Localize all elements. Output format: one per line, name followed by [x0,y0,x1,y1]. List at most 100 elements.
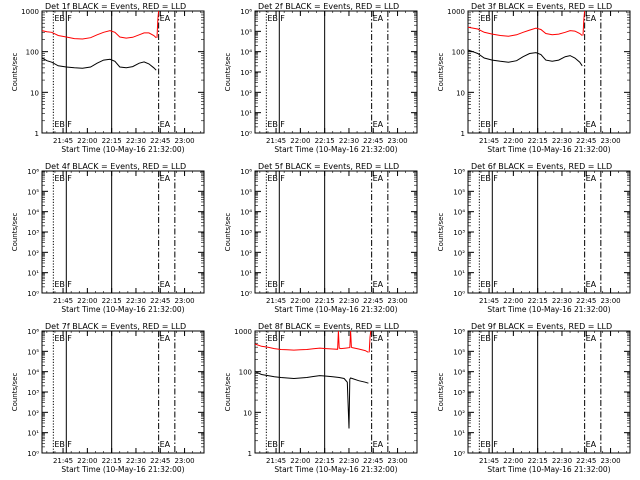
marker-label-bottom: F [493,280,498,289]
y-tick-label: 10⁴ [240,209,252,217]
series-line-black [467,49,583,67]
y-axis-label: Counts/sec [224,53,232,92]
marker-label-bottom: EB [54,280,65,289]
marker-label-bottom: EB [267,120,278,129]
x-tick-label: 22:45 [150,457,170,465]
marker-label-top: EA [160,334,171,343]
marker-label-top: EB [267,334,278,343]
y-tick-label: 10⁰ [240,130,252,138]
y-tick-label: 10¹ [453,270,465,278]
panel-title: Det 1f BLACK = Events, RED = LLD [45,2,186,11]
x-tick-label: 22:15 [102,297,122,305]
x-tick-label: 22:30 [552,297,572,305]
y-tick-label: 10⁵ [453,348,465,356]
x-tick-label: 22:00 [77,457,97,465]
panel-title: Det 5f BLACK = Events, RED = LLD [258,162,399,171]
y-tick-label: 1000 [447,8,465,16]
x-tick-label: 22:30 [126,297,146,305]
y-tick-label: 10⁰ [453,450,465,458]
marker-label-top: EB [54,174,65,183]
x-axis-label: Start Time (10-May-16 21:32:00) [274,145,397,154]
x-tick-label: 21:45 [53,137,73,145]
marker-label-bottom: EB [267,440,278,449]
panel-title: Det 4f BLACK = Events, RED = LLD [45,162,186,171]
x-axis-label: Start Time (10-May-16 21:32:00) [61,465,184,474]
panel-7: Det 7f BLACK = Events, RED = LLD 10⁰ 10¹ 10… [11,322,205,474]
x-tick-label: 22:30 [339,137,359,145]
y-tick-label: 10⁵ [453,188,465,196]
y-tick-label: 10³ [240,69,252,77]
series-line-black [41,57,157,71]
x-tick-label: 21:45 [479,457,499,465]
x-tick-label: 22:15 [102,457,122,465]
x-tick-label: 22:00 [77,297,97,305]
x-tick-label: 22:30 [126,137,146,145]
x-tick-label: 23:00 [174,137,194,145]
panel-6: Det 6f BLACK = Events, RED = LLD 10⁰ 10¹ 10… [437,162,631,314]
x-axis-label: Start Time (10-May-16 21:32:00) [61,145,184,154]
panel-3: Det 3f BLACK = Events, RED = LLD 1 10 100 10… [437,2,631,154]
marker-label-bottom: EB [480,120,491,129]
x-axis-label: Start Time (10-May-16 21:32:00) [274,305,397,314]
y-tick-label: 10² [453,249,465,257]
marker-label-bottom: EA [373,280,384,289]
y-tick-label: 100 [26,49,39,57]
marker-label-top: F [493,334,498,343]
marker-label-bottom: F [67,120,72,129]
marker-label-top: F [67,334,72,343]
marker-label-bottom: EB [54,120,65,129]
y-tick-label: 10⁰ [27,290,39,298]
marker-label-top: EA [373,334,384,343]
x-tick-label: 23:00 [600,297,620,305]
y-tick-label: 10¹ [27,430,39,438]
panel-title: Det 3f BLACK = Events, RED = LLD [471,2,612,11]
y-tick-label: 10¹ [240,110,252,118]
marker-label-bottom: EA [586,120,597,129]
y-axis-label: Counts/sec [437,213,445,252]
marker-label-top: F [67,14,72,23]
plot-frame [41,10,205,134]
marker-label-top: EB [54,14,65,23]
x-tick-label: 23:00 [600,457,620,465]
y-tick-label: 10¹ [453,430,465,438]
y-tick-label: 100 [239,369,252,377]
y-tick-label: 10 [30,89,39,97]
x-tick-label: 23:00 [174,297,194,305]
x-tick-label: 21:45 [53,297,73,305]
y-tick-label: 10⁰ [27,450,39,458]
y-tick-label: 10⁵ [27,348,39,356]
marker-label-bottom: F [493,440,498,449]
y-tick-label: 10¹ [27,270,39,278]
x-axis-label: Start Time (10-May-16 21:32:00) [487,145,610,154]
marker-label-bottom: EB [480,440,491,449]
marker-label-bottom: F [67,440,72,449]
x-tick-label: 21:45 [266,457,286,465]
x-tick-label: 23:00 [174,457,194,465]
panel-5: Det 5f BLACK = Events, RED = LLD 10⁰ 10¹ 10… [224,162,418,314]
x-tick-label: 22:00 [290,297,310,305]
x-tick-label: 22:45 [363,457,383,465]
x-axis-label: Start Time (10-May-16 21:32:00) [487,465,610,474]
x-axis-label: Start Time (10-May-16 21:32:00) [487,305,610,314]
x-tick-label: 22:30 [126,457,146,465]
marker-label-top: EB [480,14,491,23]
y-tick-label: 10² [453,409,465,417]
marker-label-bottom: F [280,280,285,289]
y-tick-label: 10³ [27,389,39,397]
marker-label-top: EA [373,174,384,183]
marker-label-top: EA [586,14,597,23]
y-tick-label: 10⁴ [27,369,39,377]
series-line-red [156,10,160,38]
x-tick-label: 21:45 [53,457,73,465]
panel-title: Det 6f BLACK = Events, RED = LLD [471,162,612,171]
y-tick-label: 10³ [240,229,252,237]
x-tick-label: 22:30 [339,457,359,465]
y-tick-label: 10² [240,249,252,257]
marker-label-bottom: EB [54,440,65,449]
y-tick-label: 10⁰ [240,290,252,298]
y-tick-label: 10⁵ [240,188,252,196]
panel-title: Det 8f BLACK = Events, RED = LLD [258,322,399,331]
y-axis-label: Counts/sec [11,53,19,92]
y-tick-label: 10⁴ [453,369,465,377]
